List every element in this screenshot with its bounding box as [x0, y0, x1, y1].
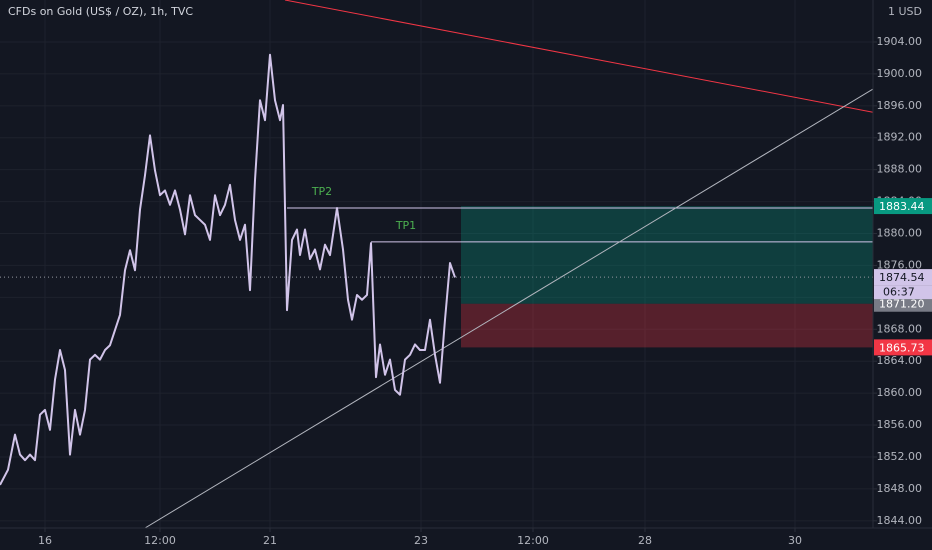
y-tick-label: 1852.00	[877, 450, 923, 463]
x-tick-label: 30	[788, 534, 802, 547]
x-tick-label: 21	[263, 534, 277, 547]
price-tag	[874, 339, 932, 356]
price-tag	[874, 295, 932, 312]
y-tick-label: 1844.00	[877, 514, 923, 527]
x-tick-label: 23	[414, 534, 428, 547]
price-tag-label: 1871.20	[879, 298, 925, 311]
plot-area: TP2 TP1	[0, 0, 873, 528]
level-label: TP2	[311, 185, 332, 198]
price-tag-label: 1874.54	[879, 271, 925, 284]
stop-zone	[461, 303, 873, 348]
y-tick-label: 1896.00	[877, 99, 923, 112]
countdown-box	[874, 285, 932, 300]
y-tick-label: 1904.00	[877, 35, 923, 48]
y-tick-label: 1880.00	[877, 227, 923, 240]
target-zone	[461, 206, 873, 304]
currency-label: 1 USD	[888, 5, 922, 18]
y-tick-label: 1868.00	[877, 322, 923, 335]
x-tick-label: 12:00	[517, 534, 549, 547]
level-label: TP1	[395, 219, 416, 232]
price-tag	[874, 269, 932, 286]
trendline	[284, 0, 873, 113]
chart-title: CFDs on Gold (US$ / OZ), 1h, TVC	[8, 5, 193, 18]
x-tick-label: 16	[38, 534, 52, 547]
y-tick-label: 1864.00	[877, 354, 923, 367]
axes: 1844.00 1848.00 1852.00 1856.00 1860.00 1864.…	[38, 35, 932, 547]
price-tag-label: 1883.44	[879, 200, 925, 213]
trendline	[144, 88, 873, 528]
price-tag	[874, 198, 932, 215]
price-line	[0, 53, 456, 486]
y-tick-label: 1900.00	[877, 67, 923, 80]
x-tick-label: 28	[638, 534, 652, 547]
y-tick-label: 1876.00	[877, 258, 923, 271]
y-tick-label: 1848.00	[877, 482, 923, 495]
y-tick-label: 1860.00	[877, 386, 923, 399]
y-tick-label: 1856.00	[877, 418, 923, 431]
countdown: 06:37	[883, 286, 915, 299]
price-tag-label: 1865.73	[879, 341, 925, 354]
y-tick-label: 1892.00	[877, 131, 923, 144]
y-tick-label: 1888.00	[877, 163, 923, 176]
x-tick-label: 12:00	[144, 534, 176, 547]
